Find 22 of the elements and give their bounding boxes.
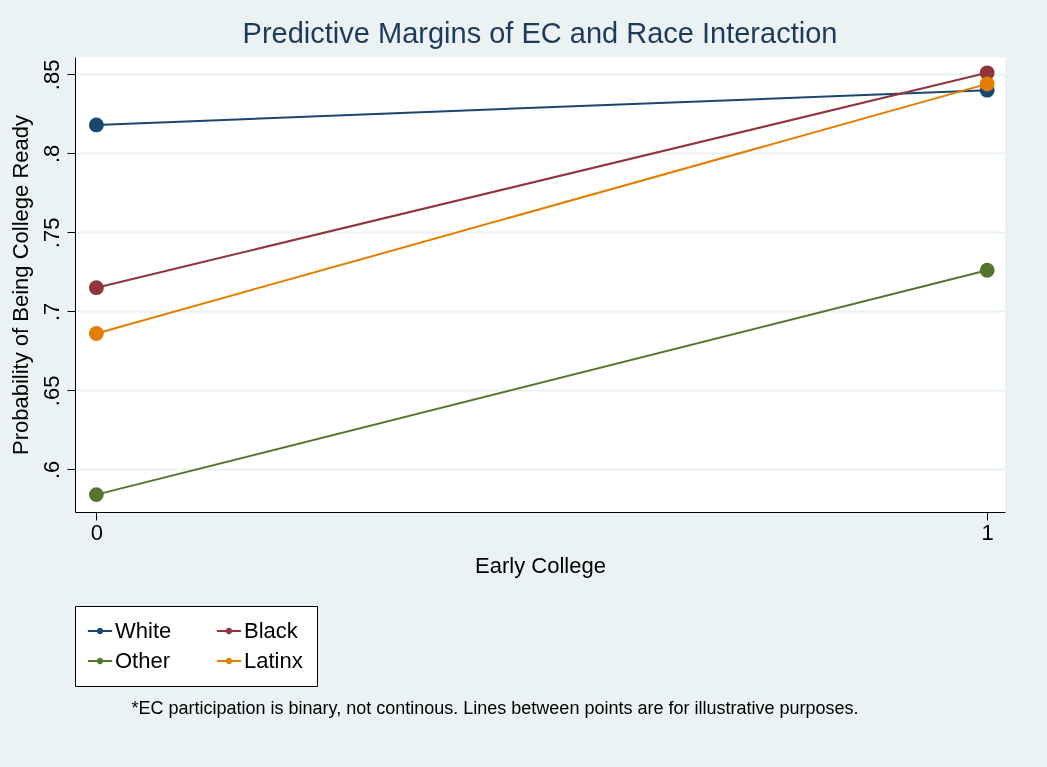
point bbox=[88, 487, 104, 503]
point bbox=[979, 262, 995, 278]
y-tick-label: .7 bbox=[38, 302, 64, 322]
chart-title: Predictive Margins of EC and Race Interaction bbox=[242, 17, 838, 49]
point bbox=[88, 117, 104, 133]
y-tick-label: .8 bbox=[38, 144, 64, 164]
y-tick-label: .85 bbox=[38, 59, 64, 91]
y-tick-label: .6 bbox=[38, 460, 64, 480]
legend-label: Other bbox=[115, 648, 171, 673]
y-tick-label: .75 bbox=[38, 217, 64, 249]
x-axis-title: Early College bbox=[475, 552, 606, 578]
x-tick-label: 0 bbox=[90, 519, 103, 545]
point bbox=[979, 76, 995, 92]
point bbox=[88, 326, 104, 341]
x-tick-label: 1 bbox=[981, 519, 994, 545]
legend-label: White bbox=[115, 618, 172, 643]
y-axis-title: Probability of Being College Ready bbox=[7, 115, 33, 455]
legend-label: Latinx bbox=[244, 648, 303, 673]
point bbox=[88, 280, 104, 296]
legend-label: Black bbox=[244, 618, 299, 643]
text: *EC participation is binary, not continous. Lines between points are for illustrative purposes. bbox=[131, 698, 859, 718]
y-tick-label: .65 bbox=[38, 375, 64, 407]
